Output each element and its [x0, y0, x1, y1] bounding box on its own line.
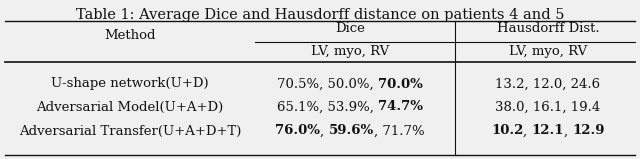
Text: Dice: Dice: [335, 23, 365, 35]
Text: 59.6%: 59.6%: [329, 124, 374, 138]
Text: ,: ,: [564, 124, 573, 138]
Text: 13.2, 12.0, 24.6: 13.2, 12.0, 24.6: [495, 77, 600, 90]
Text: 12.1: 12.1: [532, 124, 564, 138]
Text: ,: ,: [524, 124, 532, 138]
Text: U-shape network(U+D): U-shape network(U+D): [51, 77, 209, 90]
Text: 12.9: 12.9: [573, 124, 605, 138]
Text: LV, myo, RV: LV, myo, RV: [311, 45, 389, 58]
Text: 70.5%, 50.0%,: 70.5%, 50.0%,: [277, 77, 378, 90]
Text: 65.1%, 53.9%,: 65.1%, 53.9%,: [277, 100, 378, 114]
Text: 70.0%: 70.0%: [378, 77, 423, 90]
Text: Hausdorff Dist.: Hausdorff Dist.: [497, 23, 599, 35]
Text: ,: ,: [321, 124, 329, 138]
Text: Table 1: Average Dice and Hausdorff distance on patients 4 and 5: Table 1: Average Dice and Hausdorff dist…: [76, 8, 564, 22]
Text: 76.0%: 76.0%: [275, 124, 321, 138]
Text: 38.0, 16.1, 19.4: 38.0, 16.1, 19.4: [495, 100, 600, 114]
Text: LV, myo, RV: LV, myo, RV: [509, 45, 587, 58]
Text: , 71.7%: , 71.7%: [374, 124, 424, 138]
Text: Method: Method: [104, 29, 156, 42]
Text: 74.7%: 74.7%: [378, 100, 423, 114]
Text: Adversarial Model(U+A+D): Adversarial Model(U+A+D): [36, 100, 223, 114]
Text: Adversarial Transfer(U+A+D+T): Adversarial Transfer(U+A+D+T): [19, 124, 241, 138]
Text: 10.2: 10.2: [491, 124, 524, 138]
